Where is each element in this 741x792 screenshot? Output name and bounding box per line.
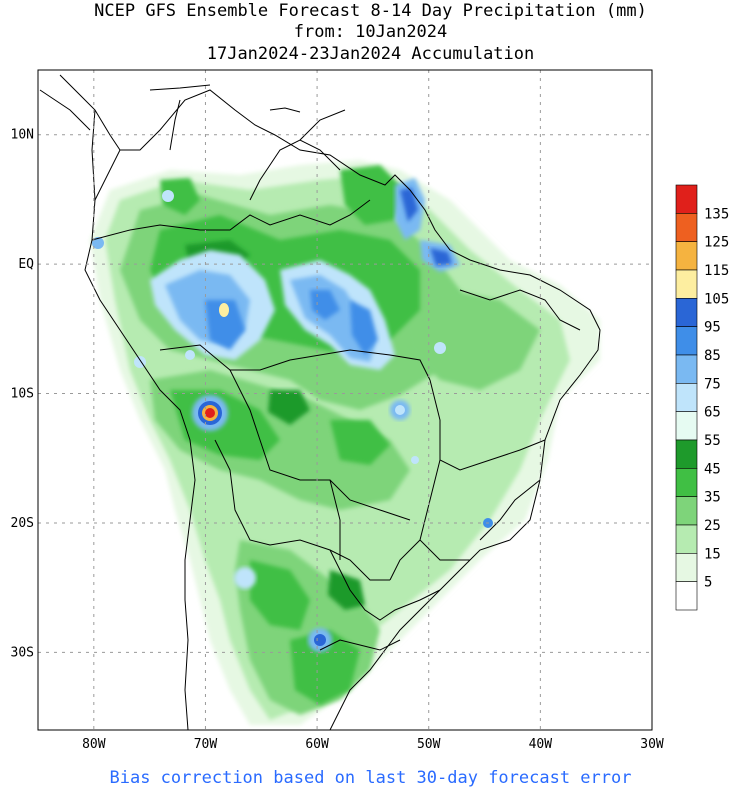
legend-swatch [675,581,698,611]
precip-fields [90,160,600,725]
legend-label: 25 [704,518,721,534]
legend-label: 115 [704,263,729,279]
legend-swatch [675,524,698,554]
legend-label: 95 [704,320,721,336]
latitude-labels: 10N EQ 10S 20S 30S [11,128,35,661]
legend-label: 75 [704,376,721,392]
legend-swatch [675,326,698,356]
legend-label: 65 [704,405,721,421]
lat-label: 20S [11,516,34,531]
title-line-2: from: 10Jan2024 [293,22,448,42]
lat-label: EQ [18,257,34,272]
legend-swatch [675,439,698,469]
legend-swatch [675,298,698,327]
coastlines-borders [39,74,601,730]
lat-label: 10S [11,387,34,402]
legend-swatch [675,269,698,299]
legend-label: 15 [704,546,721,562]
title-line-1: NCEP GFS Ensemble Forecast 8-14 Day Prec… [94,1,647,21]
lat-label: 30S [11,645,34,660]
graticule [38,70,652,730]
map-frame [37,69,653,731]
legend-label: 45 [704,461,721,477]
title-line-3: 17Jan2024-23Jan2024 Accumulation [206,44,535,64]
legend-swatch [675,411,698,441]
legend-swatch [675,496,698,526]
lon-label: 40W [529,737,553,752]
legend-label: 85 [704,348,721,364]
legend-swatch [675,468,698,497]
longitude-labels: 80W 70W 60W 50W 40W 30W [82,737,664,752]
legend-swatch [675,553,698,582]
lon-label: 30W [640,737,664,752]
legend-colorbar: 135 125 115 105 95 85 75 65 55 45 35 25 15 5 [675,184,729,611]
legend-swatch [675,213,698,242]
legend-label: 135 [704,206,729,222]
lon-label: 70W [194,737,218,752]
legend-label: 35 [704,490,721,506]
legend-label: 55 [704,433,721,449]
lon-label: 50W [417,737,441,752]
legend-swatch [675,383,698,412]
legend-label: 105 [704,291,729,307]
legend-label: 5 [704,575,712,591]
legend-swatch [675,241,698,271]
lon-label: 80W [82,737,106,752]
legend-label: 125 [704,235,729,251]
lat-label: 10N [11,128,34,143]
bias-correction-note: Bias correction based on last 30-day for… [109,768,632,788]
legend-swatch [675,184,698,214]
legend-swatch [675,354,698,384]
lon-label: 60W [305,737,329,752]
